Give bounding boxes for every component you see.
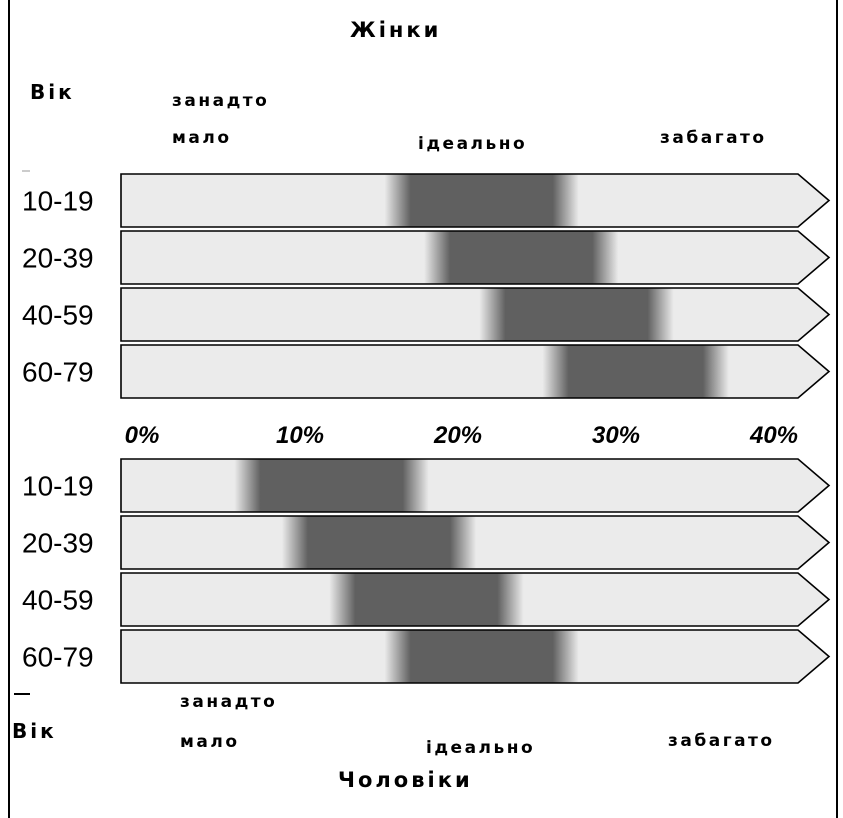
women-chart-title: Жінки	[350, 18, 442, 42]
women-band-ideal: ідеально	[418, 134, 528, 154]
women-age-label: 60-79	[22, 357, 94, 388]
x-tick-label: 10%	[276, 422, 324, 449]
frame-left-border	[8, 0, 10, 818]
men-age-label: 10-19	[22, 471, 94, 502]
men-age-label: 60-79	[22, 642, 94, 673]
x-axis-ticks: 0% 10% 20% 30% 40%	[125, 422, 798, 449]
women-ideal-range-bar	[120, 344, 831, 399]
men-band-low-line1: занадто	[180, 692, 278, 712]
men-row-10-19: 10-19	[22, 458, 831, 513]
men-age-label: 40-59	[22, 585, 94, 616]
men-ideal-range-bar	[120, 458, 831, 513]
women-ideal-range-bar	[120, 287, 831, 342]
women-age-label: 10-19	[22, 186, 94, 217]
women-age-label: 40-59	[22, 300, 94, 331]
men-ideal-range-bar	[120, 515, 831, 570]
men-ideal-range-bar	[120, 629, 831, 684]
women-ideal-range-bar	[120, 173, 831, 228]
men-band-low-line2: мало	[180, 732, 240, 752]
women-age-label: 20-39	[22, 243, 94, 274]
women-row-20-39: 20-39	[22, 230, 831, 285]
x-tick-label: 20%	[433, 422, 482, 449]
men-row-60-79: 60-79	[22, 629, 831, 684]
women-row-60-79: 60-79	[22, 344, 831, 399]
women-ideal-range-bar	[120, 230, 831, 285]
women-band-high: забагато	[660, 128, 767, 148]
women-age-label: Вік	[30, 80, 75, 104]
men-band-ideal: ідеально	[426, 738, 536, 758]
men-chart-title: Чоловіки	[338, 768, 473, 792]
women-row-10-19: 10-19	[22, 173, 831, 228]
women-row-40-59: 40-59	[22, 287, 831, 342]
women-band-low-line2: мало	[172, 128, 232, 148]
men-age-label: 20-39	[22, 528, 94, 559]
men-age-label: Вік	[12, 719, 57, 743]
x-tick-label: 30%	[592, 422, 640, 449]
men-ideal-range-bar	[120, 572, 831, 627]
women-band-low-line1: занадто	[172, 91, 270, 111]
men-band-high: забагато	[668, 731, 775, 751]
frame-right-border	[836, 0, 838, 818]
men-row-40-59: 40-59	[22, 572, 831, 627]
men-row-20-39: 20-39	[22, 515, 831, 570]
x-tick-label: 0%	[125, 422, 160, 449]
x-tick-label: 40%	[749, 422, 798, 449]
women-chart: 10-19 20-39 40-59 60-79	[22, 173, 831, 399]
men-chart: 10-19 20-39 40-59 60-79	[22, 458, 831, 684]
